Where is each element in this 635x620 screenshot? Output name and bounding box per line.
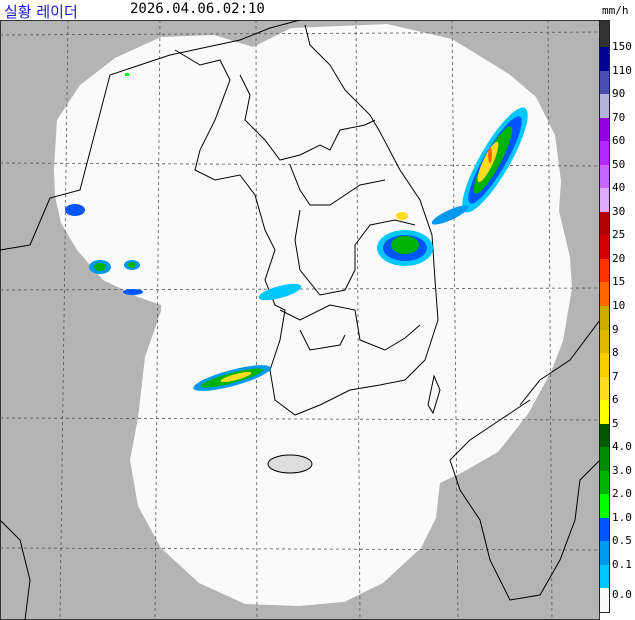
- legend-label: 25: [612, 228, 626, 242]
- legend-label: 70: [612, 110, 626, 124]
- legend-swatch: [600, 117, 609, 142]
- legend-swatch: [600, 235, 609, 260]
- legend-label: 2.0: [612, 487, 632, 501]
- legend-swatch: [600, 70, 609, 95]
- legend-swatch: [600, 94, 609, 119]
- legend-label: 30: [612, 204, 626, 218]
- legend-label: 50: [612, 157, 626, 171]
- legend-swatch: [600, 47, 609, 72]
- echo-east-cluster: [377, 212, 433, 266]
- legend-swatch: [600, 353, 609, 378]
- legend-swatch-top: [600, 21, 609, 47]
- legend-label: 0.5: [612, 534, 632, 548]
- legend-swatch: [600, 470, 609, 495]
- precipitation-color-scale: [599, 20, 610, 613]
- legend-label: 9: [612, 322, 619, 336]
- legend-swatch: [600, 494, 609, 519]
- legend-swatch: [600, 188, 609, 213]
- legend-swatch: [600, 564, 609, 589]
- legend-swatch: [600, 282, 609, 307]
- legend-label: 8: [612, 346, 619, 360]
- jeju-island: [267, 454, 313, 474]
- legend-label: 6: [612, 393, 619, 407]
- legend-label: 5: [612, 416, 619, 430]
- legend-swatch: [600, 447, 609, 472]
- legend-label: 4.0: [612, 440, 632, 454]
- precipitation-echoes: [65, 73, 528, 391]
- legend-label: 3.0: [612, 463, 632, 477]
- legend-swatch: [600, 258, 609, 283]
- legend-label: 60: [612, 134, 626, 148]
- legend-swatch: [600, 141, 609, 166]
- legend-unit: mm/h: [602, 4, 629, 17]
- echo-sw-band: [193, 365, 271, 391]
- legend-label: 0.0: [612, 588, 632, 602]
- echo-ne-band: [431, 107, 528, 225]
- legend-label: 15: [612, 275, 626, 289]
- legend-swatch: [600, 376, 609, 401]
- legend-swatch: [600, 305, 609, 330]
- legend-label: 10: [612, 298, 626, 312]
- legend-swatch: [600, 423, 609, 448]
- radar-coverage-area: [54, 24, 572, 606]
- timestamp: 2026.04.06.02:10: [130, 1, 265, 17]
- legend-label: 150: [612, 40, 632, 53]
- legend-label: 40: [612, 181, 626, 195]
- legend-swatch: [600, 400, 609, 425]
- legend-swatch: [600, 541, 609, 566]
- coastlines: [0, 20, 600, 620]
- page-title: 실황 레이더: [4, 3, 78, 21]
- legend-label: 7: [612, 369, 619, 383]
- echo-west-cells: [65, 73, 302, 301]
- legend-label: 90: [612, 87, 626, 101]
- radar-map[interactable]: [0, 20, 600, 620]
- legend-label: 20: [612, 251, 626, 265]
- legend-swatch: [600, 588, 609, 613]
- legend-swatch: [600, 211, 609, 236]
- legend-swatch: [600, 517, 609, 542]
- legend-label: 1.0: [612, 510, 632, 524]
- legend-swatch: [600, 329, 609, 354]
- legend-label: 110: [612, 63, 632, 77]
- legend-swatch: [600, 164, 609, 189]
- legend-label: 0.1: [612, 557, 632, 571]
